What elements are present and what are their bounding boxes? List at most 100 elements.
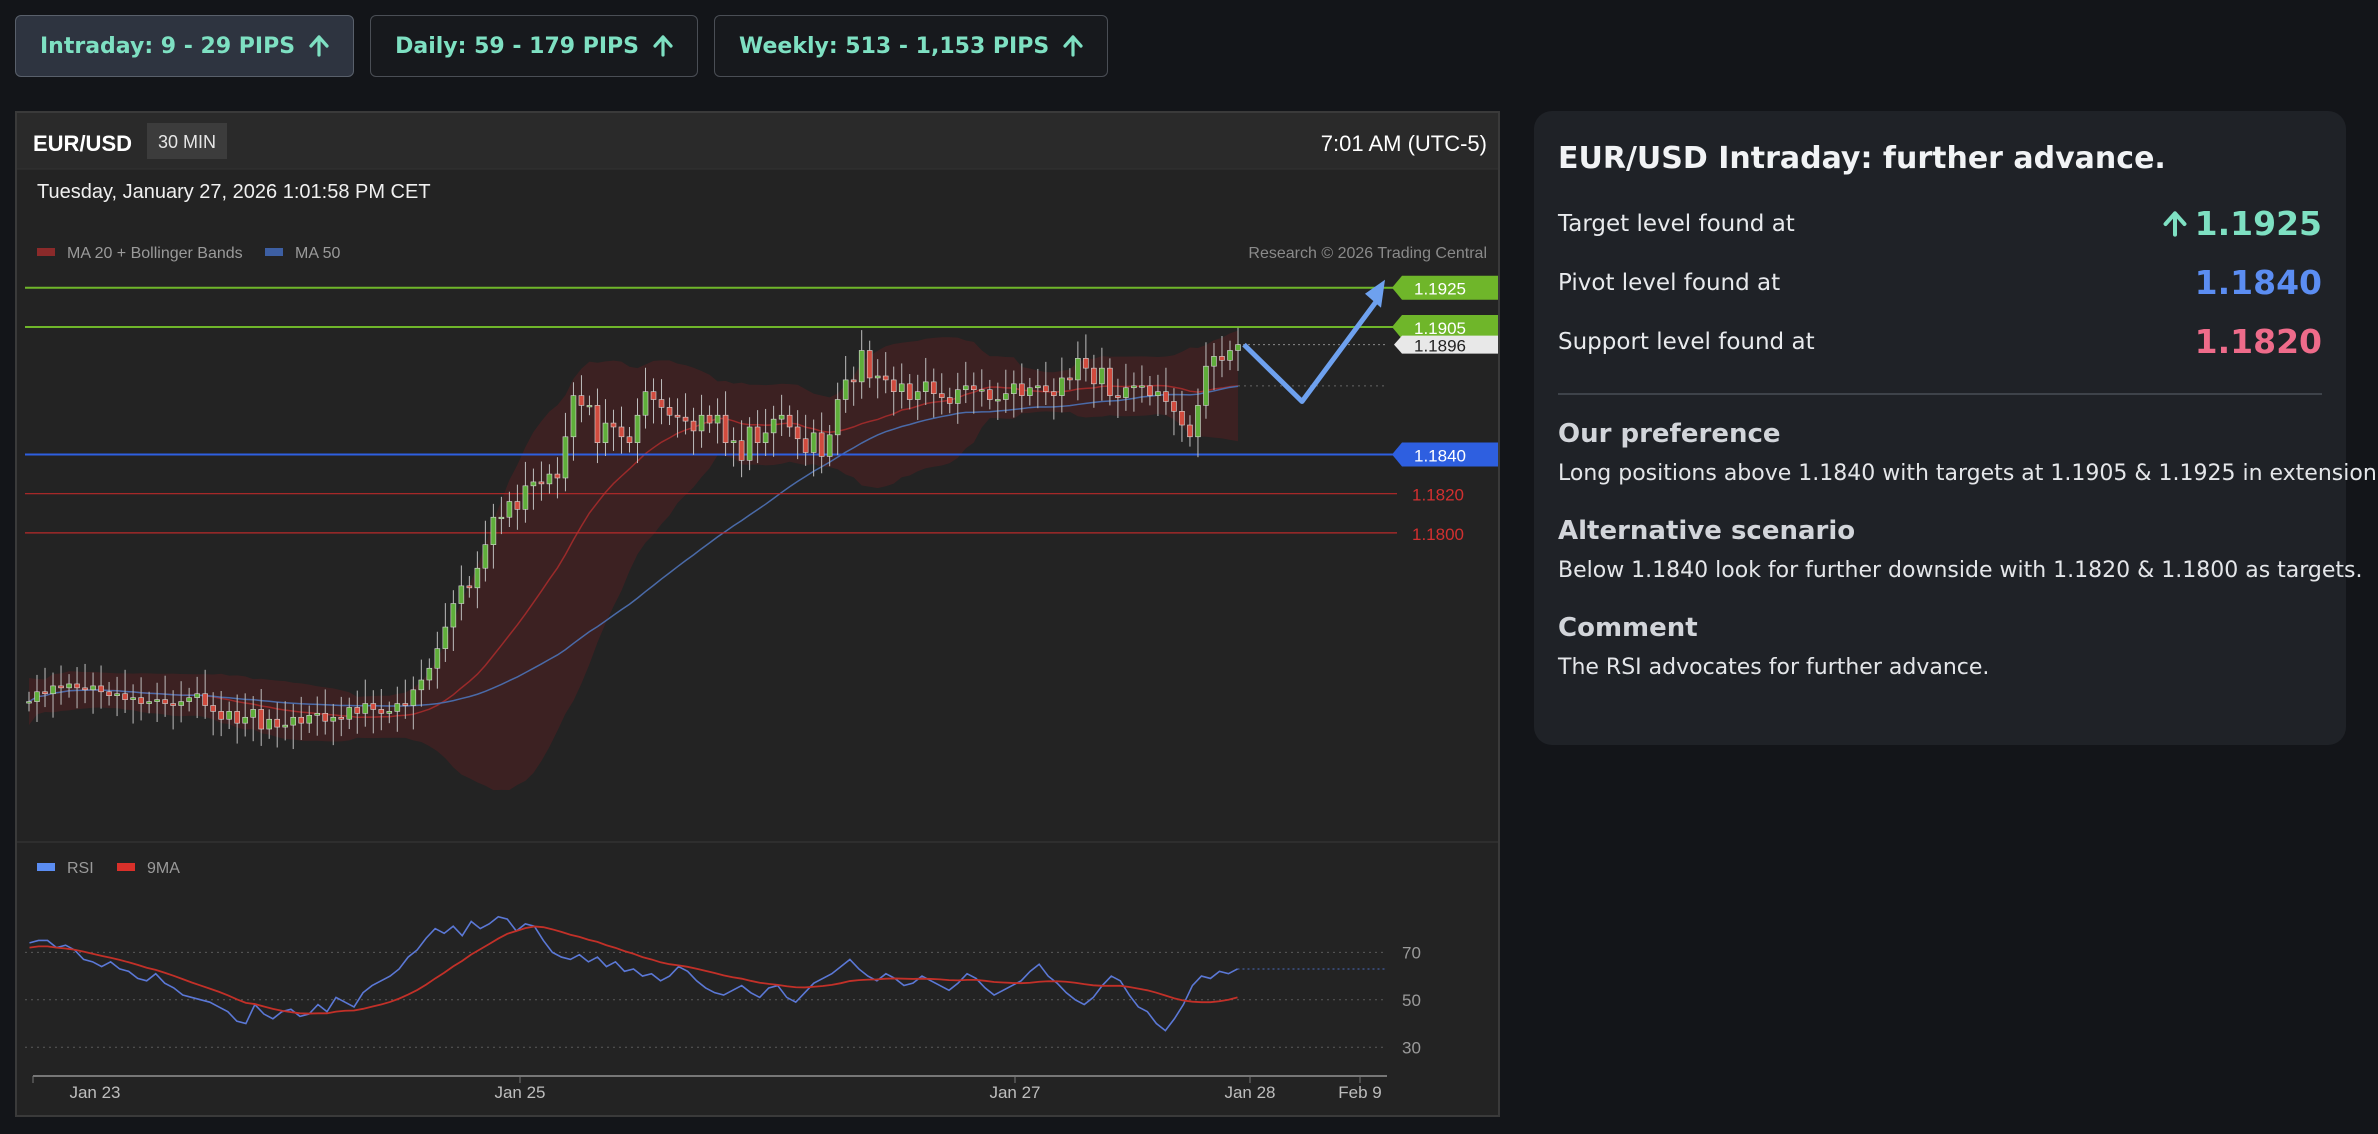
candle <box>914 391 921 400</box>
legend-ma50-swatch <box>265 248 283 256</box>
candle <box>642 391 649 416</box>
candle <box>466 585 473 589</box>
candle <box>938 393 945 398</box>
chart-copyright: Research © 2026 Trading Central <box>1248 245 1487 262</box>
tab-daily[interactable]: Daily: 59 - 179 PIPS <box>370 15 699 77</box>
arrow-up-icon <box>2163 210 2187 237</box>
candle <box>498 516 505 520</box>
candle <box>474 567 481 589</box>
candle <box>530 481 537 487</box>
candle <box>290 716 297 726</box>
level-label-1.1925: 1.1925 <box>1414 280 1466 299</box>
ma20-line <box>28 384 1239 719</box>
candle <box>346 707 353 720</box>
candle <box>754 426 761 443</box>
candle <box>218 711 224 720</box>
candle <box>690 420 697 432</box>
legend-rsi-swatch <box>37 863 55 871</box>
chart-header-bg <box>17 113 1498 169</box>
candle <box>858 350 865 383</box>
candle <box>930 381 937 394</box>
candle <box>26 701 32 704</box>
candle <box>562 436 569 479</box>
candle <box>426 667 433 681</box>
candle <box>1179 410 1185 426</box>
candle <box>890 379 897 392</box>
candle <box>1147 385 1153 396</box>
chart-time: 7:01 AM (UTC-5) <box>1321 131 1487 156</box>
candle <box>962 385 969 391</box>
candle <box>322 713 329 722</box>
candle <box>674 414 681 418</box>
candle <box>842 379 849 400</box>
candle <box>987 389 993 400</box>
candle <box>306 715 313 724</box>
arrow-up-icon <box>1063 35 1083 57</box>
level-tag-1.1840 <box>1392 442 1498 467</box>
panel-title: EUR/USD Intraday: further advance. <box>1558 141 2166 176</box>
alternative-text: Below 1.1840 look for further downside w… <box>1558 558 2363 583</box>
level-label-1.1840: 1.1840 <box>1414 446 1466 465</box>
candle <box>538 481 545 485</box>
price-chart: EUR/USD 30 MIN 7:01 AM (UTC-5) Tuesday, … <box>15 111 1500 1117</box>
x-tick-label: Jan 25 <box>494 1083 545 1102</box>
candle <box>42 691 48 695</box>
candle <box>282 724 288 728</box>
candle <box>194 693 200 698</box>
candle <box>418 679 425 691</box>
candle <box>1067 377 1073 381</box>
candle <box>954 389 961 404</box>
target-value-wrap: 1.1925 <box>2163 204 2322 243</box>
candle <box>1139 385 1145 388</box>
candle <box>995 399 1001 402</box>
chart-canvas: EUR/USD 30 MIN 7:01 AM (UTC-5) Tuesday, … <box>17 113 1498 1102</box>
candle <box>298 716 305 724</box>
candle <box>1235 344 1241 351</box>
candle <box>482 544 489 569</box>
level-label-1.1800: 1.1800 <box>1412 525 1464 544</box>
candle <box>442 626 449 649</box>
candle <box>146 701 152 704</box>
candle <box>514 501 521 510</box>
candle <box>1195 405 1201 438</box>
candle <box>74 683 80 689</box>
candle <box>98 685 104 693</box>
candle <box>1115 395 1121 398</box>
candle <box>274 718 280 728</box>
candle <box>202 693 208 706</box>
candle <box>1091 367 1097 385</box>
arrow-up-icon <box>309 35 329 57</box>
candle <box>90 685 96 691</box>
candle <box>882 375 889 381</box>
level-label-1.1820: 1.1820 <box>1412 486 1464 505</box>
scenario-arrowhead <box>1365 279 1385 308</box>
candle <box>402 703 409 706</box>
candle <box>666 407 673 416</box>
candle <box>250 709 256 718</box>
candle <box>338 716 345 720</box>
candle <box>106 691 112 697</box>
candle <box>786 414 793 428</box>
comment-title: Comment <box>1558 613 1698 643</box>
candle <box>450 603 457 628</box>
level-tag-1.1925 <box>1392 275 1498 300</box>
candle <box>1011 383 1017 394</box>
candle <box>554 473 561 479</box>
candle <box>234 711 240 724</box>
candle <box>850 379 857 383</box>
tab-weekly[interactable]: Weekly: 513 - 1,153 PIPS <box>714 15 1109 77</box>
candle <box>162 699 168 704</box>
last-price-tag <box>1394 335 1498 354</box>
candle <box>1075 358 1081 381</box>
candle <box>738 440 745 461</box>
candle <box>706 414 713 424</box>
panel-divider <box>1558 393 2322 395</box>
candle <box>130 697 136 700</box>
candle <box>370 703 377 710</box>
tab-intraday[interactable]: Intraday: 9 - 29 PIPS <box>15 15 355 77</box>
candle <box>330 716 337 722</box>
candle <box>698 414 705 432</box>
candle <box>50 685 56 695</box>
candle <box>186 697 192 702</box>
candle <box>874 375 881 379</box>
